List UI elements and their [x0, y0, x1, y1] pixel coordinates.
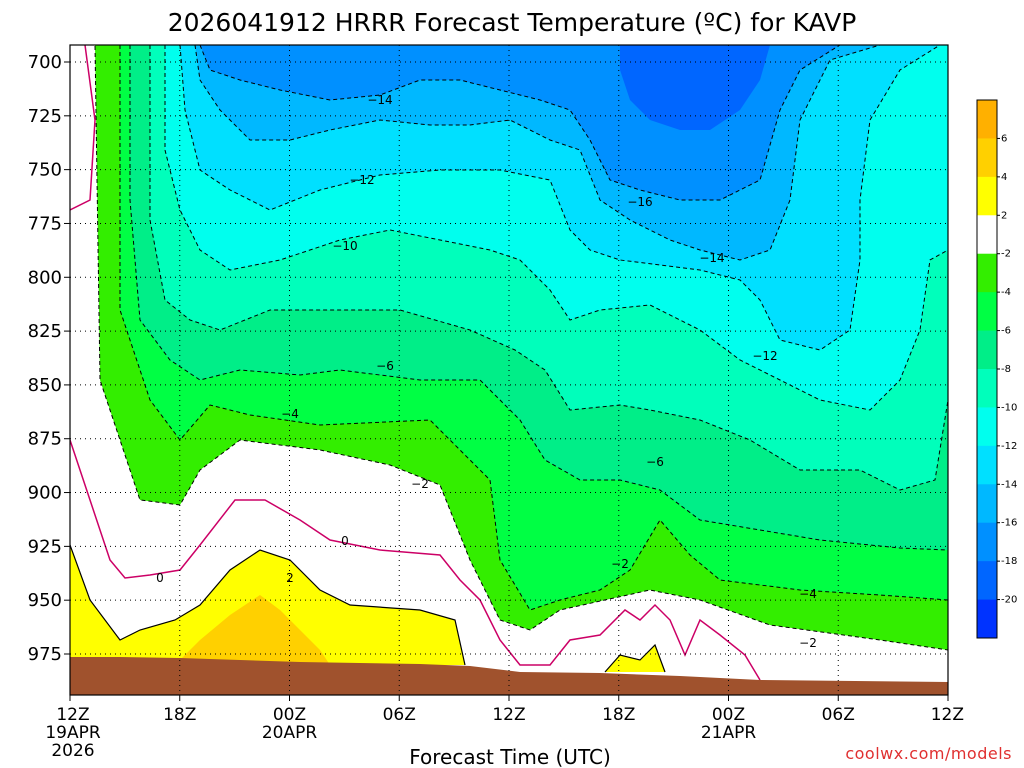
colorbar-swatch [977, 522, 997, 562]
colorbar-swatch [977, 445, 997, 485]
x-tick-label: 20APR [262, 723, 318, 743]
colorbar-swatch [977, 561, 997, 601]
y-tick-label: 775 [28, 213, 62, 234]
colorbar-label: -10 [1001, 402, 1017, 413]
colorbar-swatch [977, 599, 997, 639]
colorbar-swatch [977, 484, 997, 524]
colorbar-label: -2 [1001, 249, 1011, 260]
contour-label: −4 [799, 587, 817, 601]
contour-label: −2 [611, 557, 629, 571]
colorbar-label: 4 [1001, 172, 1007, 183]
colorbar-label: -8 [1001, 364, 1011, 375]
colorbar-swatch [977, 176, 997, 216]
y-tick-label: 975 [28, 644, 62, 665]
y-tick-label: 950 [28, 590, 62, 611]
contour-label: −12 [349, 173, 374, 187]
colorbar-swatch [977, 369, 997, 408]
contour-label: −12 [752, 349, 777, 363]
x-axis-label: Forecast Time (UTC) [409, 745, 611, 768]
x-tick-label: 18Z [163, 705, 196, 725]
contour-label: −2 [411, 477, 429, 491]
contour-label: −10 [332, 239, 357, 253]
colorbar-label: 2 [1001, 210, 1007, 221]
contour-label: −4 [281, 407, 299, 421]
contour-lines [94, 45, 948, 651]
contour-label: 0 [156, 571, 164, 585]
y-tick-label: 800 [28, 267, 62, 288]
colorbar: 6 4 2 -2 -4 -6 -8 -10 -12 -14 -16 -18 -20 [976, 99, 1017, 639]
band-minus20 [620, 45, 770, 130]
x-tick-label: 12Z [492, 705, 525, 725]
y-tick-label: 725 [28, 106, 62, 127]
contour-label: 2 [286, 571, 294, 585]
x-tick-label: 06Z [822, 705, 855, 725]
x-tick-label: 00Z [273, 705, 306, 725]
colorbar-label: -6 [1001, 326, 1011, 337]
colorbar-swatch [977, 100, 997, 139]
y-axis: 700 725 750 775 800 825 850 875 900 925 950 975 [28, 52, 70, 665]
contour-label: 0 [341, 534, 349, 548]
colorbar-label: -14 [1001, 479, 1017, 490]
colorbar-label: -18 [1001, 556, 1017, 567]
plot-area [69, 44, 949, 696]
colorbar-swatch [977, 407, 997, 447]
x-tick-label: 12Z [56, 705, 89, 725]
colorbar-label: -20 [1001, 595, 1017, 606]
contour-label: −16 [627, 195, 652, 209]
band-plus2-b [605, 645, 665, 672]
colorbar-swatch [977, 330, 997, 370]
grid [70, 45, 948, 695]
y-tick-label: 850 [28, 375, 62, 396]
y-tick-label: 825 [28, 321, 62, 342]
contour-label: −14 [699, 251, 724, 265]
colorbar-swatch [977, 215, 997, 255]
x-tick-label: 00Z [712, 705, 745, 725]
contour-label: −2 [799, 636, 817, 650]
x-tick-label: 2026 [51, 741, 94, 761]
x-tick-label: 19APR [45, 723, 101, 743]
contour-labels: −16 −14 −14 −12 −12 −10 −6 −4 −6 −2 −2 0 0 2 −4 −2 [156, 93, 817, 650]
y-tick-label: 700 [28, 52, 62, 73]
band-plus4 [180, 595, 330, 665]
y-tick-label: 900 [28, 483, 62, 504]
x-tick-label: 18Z [602, 705, 635, 725]
colorbar-label: -4 [1001, 287, 1011, 298]
x-tick-label: 06Z [383, 705, 416, 725]
colorbar-swatch [977, 292, 997, 332]
x-tick-label: 21APR [701, 723, 757, 743]
x-tick-label: 12Z [931, 705, 964, 725]
y-tick-label: 750 [28, 160, 62, 181]
y-tick-label: 925 [28, 536, 62, 557]
contour-label: −6 [646, 455, 664, 469]
colorbar-label: -12 [1001, 441, 1017, 452]
colorbar-label: -16 [1001, 518, 1017, 529]
y-tick-label: 875 [28, 429, 62, 450]
colorbar-label: 6 [1001, 133, 1007, 144]
colorbar-swatch [977, 253, 997, 293]
chart-title: 2026041912 HRRR Forecast Temperature (ºC… [168, 8, 857, 37]
contour-label: −14 [367, 93, 392, 107]
credit-text: coolwx.com/models [845, 744, 1012, 763]
colorbar-swatch [977, 138, 997, 178]
contour-label: −6 [376, 359, 394, 373]
